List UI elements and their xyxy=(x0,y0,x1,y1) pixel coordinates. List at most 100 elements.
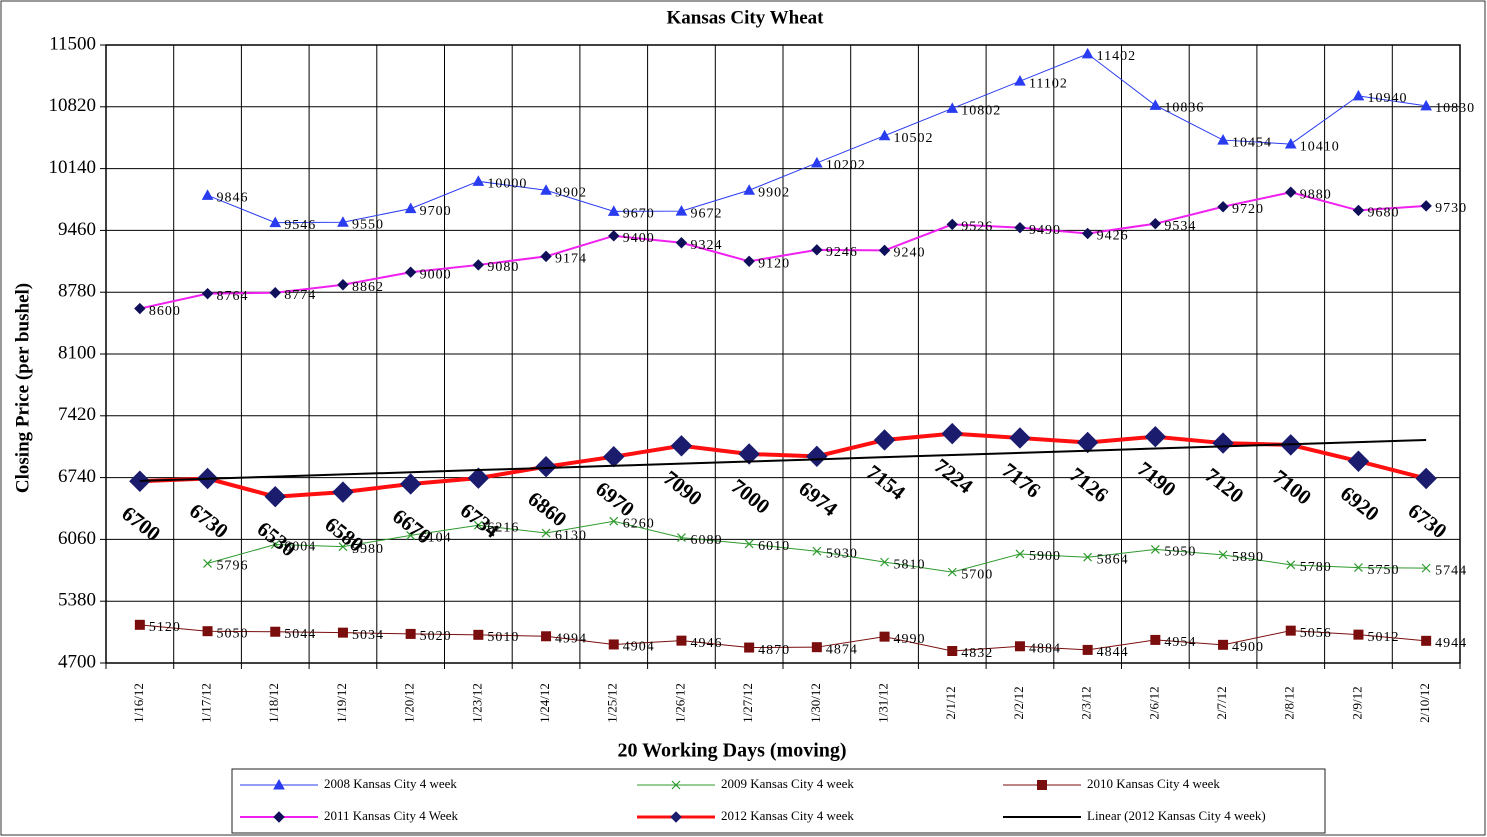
marker xyxy=(675,205,688,216)
marker xyxy=(811,244,823,256)
marker xyxy=(1217,201,1229,213)
marker xyxy=(404,202,417,214)
data-label: 6130 xyxy=(555,528,587,543)
marker xyxy=(1347,450,1370,472)
marker xyxy=(878,129,891,141)
data-label: 10410 xyxy=(1300,139,1340,154)
y-tick-label: 11500 xyxy=(49,33,96,54)
data-label: 5890 xyxy=(1232,550,1264,565)
data-label: 10000 xyxy=(487,177,527,192)
data-label: 11102 xyxy=(1029,76,1068,91)
marker xyxy=(404,266,417,278)
marker xyxy=(273,811,285,823)
marker xyxy=(607,205,620,216)
data-label: 5056 xyxy=(1300,626,1332,641)
marker xyxy=(273,778,285,790)
marker xyxy=(670,435,693,457)
y-tick-label: 7420 xyxy=(58,404,96,425)
x-tick-label: 2/7/12 xyxy=(1214,686,1229,719)
series-line xyxy=(139,431,1427,499)
marker xyxy=(1150,634,1161,645)
data-label: 5020 xyxy=(420,629,452,644)
marker xyxy=(1421,635,1432,646)
data-label: 10202 xyxy=(826,158,866,173)
data-label: 5044 xyxy=(284,627,316,642)
x-axis-title: 20 Working Days (moving) xyxy=(617,740,846,762)
data-label: 9246 xyxy=(826,245,858,260)
marker xyxy=(540,184,552,195)
data-label: 10940 xyxy=(1367,91,1407,106)
marker xyxy=(541,528,551,538)
data-label: 8764 xyxy=(217,289,249,304)
marker xyxy=(947,567,957,577)
x-tick-label: 2/2/12 xyxy=(1011,686,1026,719)
marker xyxy=(269,216,282,228)
marker xyxy=(1037,780,1047,790)
data-label: 10454 xyxy=(1232,135,1272,150)
chart-title: Kansas City Wheat xyxy=(667,7,825,28)
data-label: 4884 xyxy=(1029,641,1061,656)
marker xyxy=(337,279,349,291)
marker xyxy=(1354,563,1363,572)
marker xyxy=(1081,47,1094,59)
data-label: 9324 xyxy=(690,238,722,253)
data-label: 9846 xyxy=(217,191,249,206)
data-label: 5980 xyxy=(352,542,384,557)
marker xyxy=(878,244,891,257)
marker xyxy=(1014,75,1026,86)
data-label: 9902 xyxy=(758,185,790,200)
data-label: 4994 xyxy=(555,631,587,646)
data-label: 5780 xyxy=(1300,560,1332,575)
marker xyxy=(270,540,280,549)
marker xyxy=(744,642,755,653)
marker xyxy=(1149,99,1162,110)
data-label: 6104 xyxy=(420,531,452,546)
marker xyxy=(744,539,754,549)
data-label: 4904 xyxy=(623,640,655,655)
marker xyxy=(873,429,896,451)
marker xyxy=(1083,552,1093,562)
x-tick-label: 2/1/12 xyxy=(943,686,958,719)
x-tick-label: 1/20/12 xyxy=(402,683,417,723)
x-tick-label: 1/30/12 xyxy=(808,683,823,723)
marker xyxy=(1150,544,1160,554)
data-label: 5930 xyxy=(826,546,858,561)
data-label: 9490 xyxy=(1029,223,1061,238)
marker xyxy=(1082,644,1093,655)
y-tick-label: 8100 xyxy=(58,342,96,363)
data-label: 4900 xyxy=(1232,640,1264,655)
marker xyxy=(1353,629,1364,640)
marker xyxy=(1014,641,1025,652)
y-tick-label: 6060 xyxy=(58,528,96,549)
data-label: 5750 xyxy=(1367,563,1399,578)
x-tick-label: 2/3/12 xyxy=(1079,686,1094,719)
marker xyxy=(473,629,484,640)
marker xyxy=(946,102,959,113)
legend-label: 2010 Kansas City 4 week xyxy=(1087,776,1220,791)
y-tick-label: 6740 xyxy=(58,466,96,487)
data-label: 9546 xyxy=(284,218,316,233)
data-label: 9880 xyxy=(1300,187,1332,202)
data-label: 9720 xyxy=(1232,202,1264,217)
data-label: 4944 xyxy=(1435,636,1467,651)
y-tick-label: 10820 xyxy=(49,95,97,116)
data-label: 9120 xyxy=(758,257,790,272)
x-tick-label: 2/6/12 xyxy=(1146,686,1161,719)
marker xyxy=(1352,204,1365,217)
marker xyxy=(1212,432,1234,454)
legend-label: 2009 Kansas City 4 week xyxy=(721,776,854,791)
x-tick-label: 1/18/12 xyxy=(266,683,281,723)
marker xyxy=(134,619,145,630)
data-label: 9426 xyxy=(1097,229,1129,244)
x-tick-label: 2/9/12 xyxy=(1349,686,1364,719)
marker xyxy=(270,626,281,637)
marker xyxy=(472,175,485,186)
marker xyxy=(812,546,822,556)
marker xyxy=(264,485,286,508)
x-tick-label: 1/23/12 xyxy=(469,683,484,723)
marker xyxy=(609,516,619,526)
marker xyxy=(1421,563,1431,573)
data-label: 4990 xyxy=(894,632,926,647)
marker xyxy=(1285,186,1297,198)
